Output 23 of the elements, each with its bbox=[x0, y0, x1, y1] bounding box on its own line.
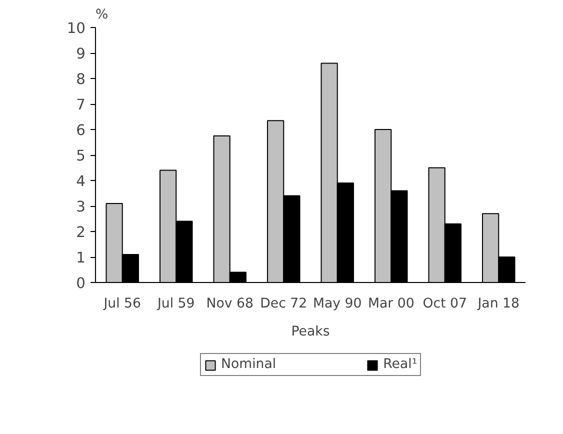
y-axis-title: % bbox=[96, 8, 108, 22]
x-tick-label: May 90 bbox=[313, 296, 362, 312]
x-tick-label: Mar 00 bbox=[368, 296, 414, 312]
y-tick-label: 8 bbox=[76, 71, 86, 88]
y-tick-label: 1 bbox=[76, 250, 86, 266]
x-tick-label: Nov 68 bbox=[206, 296, 254, 312]
legend-label: Real¹ bbox=[383, 357, 418, 372]
y-tick-label: 9 bbox=[76, 46, 86, 62]
x-tick-label: Dec 72 bbox=[260, 296, 308, 312]
y-tick-label: 3 bbox=[76, 198, 86, 216]
x-tick-label: Jul 59 bbox=[156, 296, 195, 312]
legend-label: Nominal bbox=[221, 357, 276, 372]
y-tick-label: 4 bbox=[76, 173, 86, 190]
y-tick-label: 2 bbox=[76, 224, 86, 241]
x-tick-label: Oct 07 bbox=[422, 296, 468, 312]
x-tick-label: Jul 56 bbox=[102, 296, 142, 312]
y-tick-label: 0 bbox=[76, 275, 86, 292]
y-tick-label: 6 bbox=[76, 122, 86, 139]
y-tick-label: 5 bbox=[76, 148, 86, 164]
x-axis-title: Peaks bbox=[291, 324, 330, 340]
y-tick-label: 7 bbox=[76, 96, 86, 114]
y-tick-label: 10 bbox=[66, 20, 86, 37]
x-tick-label: Jan 18 bbox=[476, 296, 520, 312]
